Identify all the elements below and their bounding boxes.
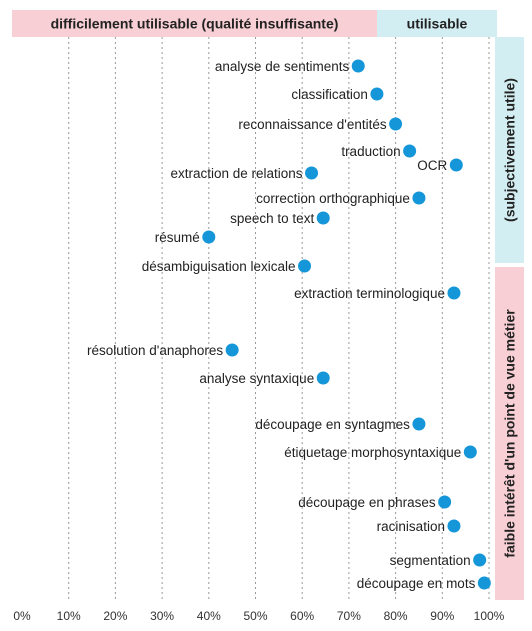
point-label: traduction — [341, 144, 400, 159]
data-point — [473, 553, 487, 567]
data-point — [389, 117, 403, 131]
point-label: découpage en mots — [357, 576, 476, 591]
point-group: racinisation — [377, 519, 461, 534]
data-point — [403, 144, 417, 158]
point-label: découpage en phrases — [298, 495, 436, 510]
x-tick-label: 90% — [430, 609, 454, 623]
data-point — [298, 259, 312, 273]
point-label: OCR — [417, 158, 447, 173]
data-point — [438, 495, 452, 509]
side-band-0 — [495, 37, 524, 263]
point-group: segmentation — [390, 553, 487, 568]
x-tick-label: 40% — [197, 609, 221, 623]
data-point — [477, 576, 491, 590]
point-label: étiquetage morphosyntaxique — [284, 445, 461, 460]
point-group: traduction — [341, 144, 417, 159]
data-point — [202, 230, 216, 244]
point-label: extraction terminologique — [294, 286, 445, 301]
data-point — [449, 158, 463, 172]
point-label: classification — [291, 87, 368, 102]
point-group: correction orthographique — [256, 191, 426, 206]
point-group: analyse de sentiments — [215, 59, 365, 74]
point-group: speech to text — [230, 211, 330, 226]
top-band-0 — [12, 10, 377, 37]
point-group: résumé — [155, 230, 216, 245]
data-point — [463, 445, 477, 459]
x-tick-label: 30% — [150, 609, 174, 623]
x-tick-label: 100% — [474, 609, 505, 623]
point-label: extraction de relations — [170, 166, 302, 181]
point-group: extraction terminologique — [294, 286, 461, 301]
point-group: OCR — [417, 158, 463, 173]
point-group: étiquetage morphosyntaxique — [284, 445, 477, 460]
data-point — [316, 371, 330, 385]
point-group: reconnaissance d'entités — [238, 117, 403, 132]
side-band-1 — [495, 267, 524, 600]
data-point — [225, 343, 239, 357]
data-point — [316, 211, 330, 225]
x-tick-label: 20% — [103, 609, 127, 623]
data-point — [351, 59, 365, 73]
data-point — [412, 191, 426, 205]
point-group: extraction de relations — [170, 166, 319, 181]
point-label: résumé — [155, 230, 200, 245]
point-group: résolution d'anaphores — [87, 343, 239, 358]
point-label: résolution d'anaphores — [87, 343, 223, 358]
point-label: segmentation — [390, 553, 471, 568]
point-group: découpage en mots — [357, 576, 491, 591]
point-label: reconnaissance d'entités — [238, 117, 386, 132]
data-point — [412, 417, 426, 431]
x-tick-label: 10% — [57, 609, 81, 623]
point-label: analyse de sentiments — [215, 59, 350, 74]
point-group: découpage en syntagmes — [255, 417, 426, 432]
top-band-1 — [377, 10, 497, 37]
data-point — [447, 519, 461, 533]
x-tick-label: 70% — [337, 609, 361, 623]
x-tick-label: 60% — [290, 609, 314, 623]
point-group: analyse syntaxique — [199, 371, 330, 386]
point-label: découpage en syntagmes — [255, 417, 410, 432]
point-label: racinisation — [377, 519, 445, 534]
point-label: correction orthographique — [256, 191, 410, 206]
data-point — [305, 166, 319, 180]
point-label: speech to text — [230, 211, 314, 226]
data-point — [370, 87, 384, 101]
point-label: analyse syntaxique — [199, 371, 314, 386]
data-point — [447, 286, 461, 300]
x-tick-label: 80% — [384, 609, 408, 623]
top-band-label-0: difficilement utilisable (qualité insuff… — [51, 16, 339, 32]
top-band-label-1: utilisable — [407, 16, 468, 32]
point-group: désambiguisation lexicale — [142, 259, 312, 274]
side-band-label-1: faible intérêt d'un point de vue métier — [502, 309, 518, 558]
point-label: désambiguisation lexicale — [142, 259, 296, 274]
point-group: découpage en phrases — [298, 495, 452, 510]
x-tick-label: 0% — [13, 609, 31, 623]
side-band-label-0: (subjectivement utile) — [502, 78, 518, 222]
x-tick-label: 50% — [243, 609, 267, 623]
point-group: classification — [291, 87, 384, 102]
